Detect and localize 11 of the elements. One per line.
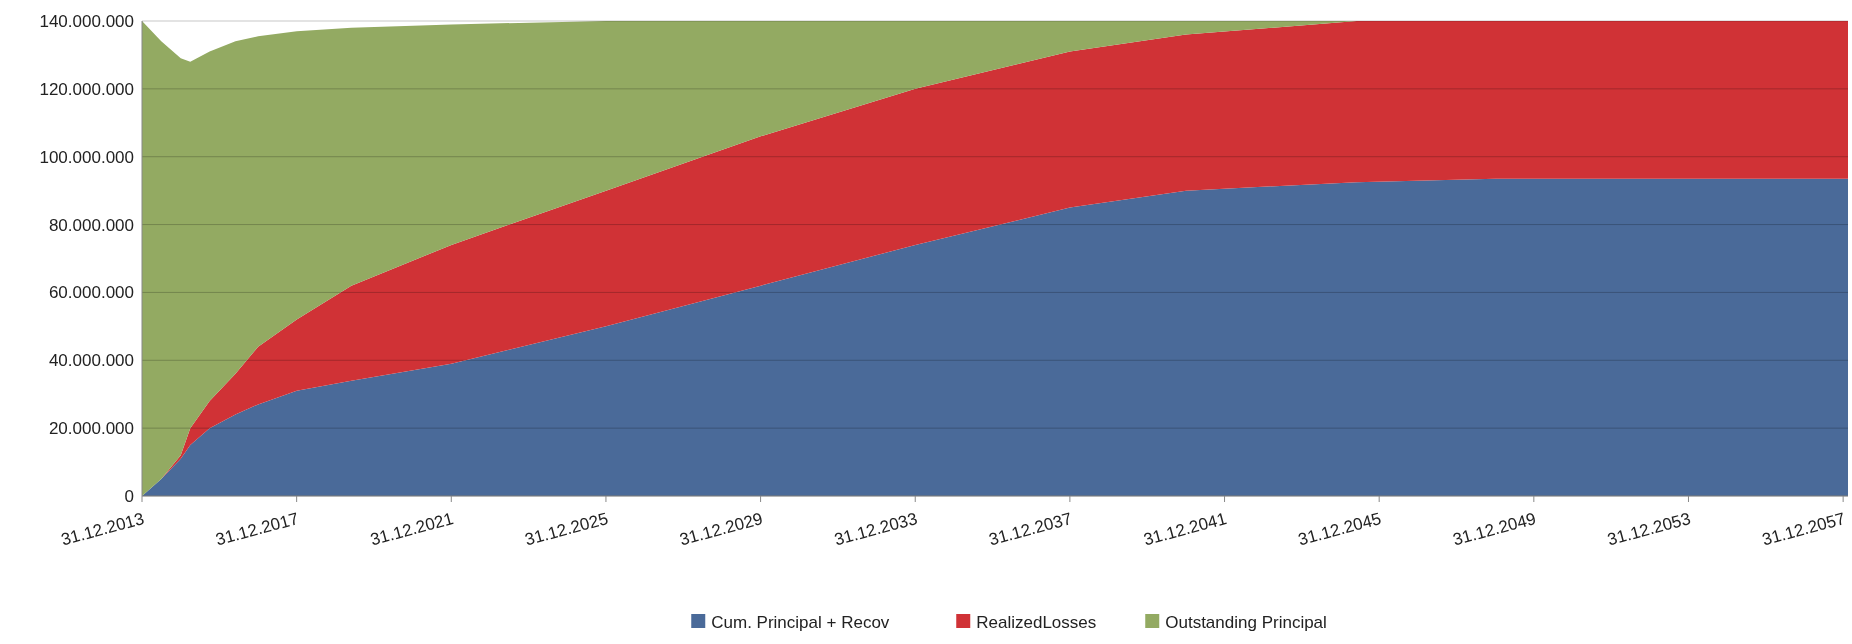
y-tick-label: 140.000.000: [39, 11, 134, 31]
legend-label: RealizedLosses: [976, 612, 1097, 632]
y-tick-label: 100.000.000: [39, 147, 134, 167]
legend-label: Outstanding Principal: [1165, 612, 1327, 632]
y-tick-label: 40.000.000: [48, 351, 134, 371]
y-tick-label: 120.000.000: [39, 79, 134, 99]
y-tick-label: 80.000.000: [48, 215, 134, 235]
y-tick-label: 60.000.000: [48, 283, 134, 303]
legend-label: Cum. Principal + Recov: [711, 612, 890, 632]
y-tick-label: 0: [124, 486, 134, 506]
y-tick-label: 20.000.000: [48, 419, 134, 439]
